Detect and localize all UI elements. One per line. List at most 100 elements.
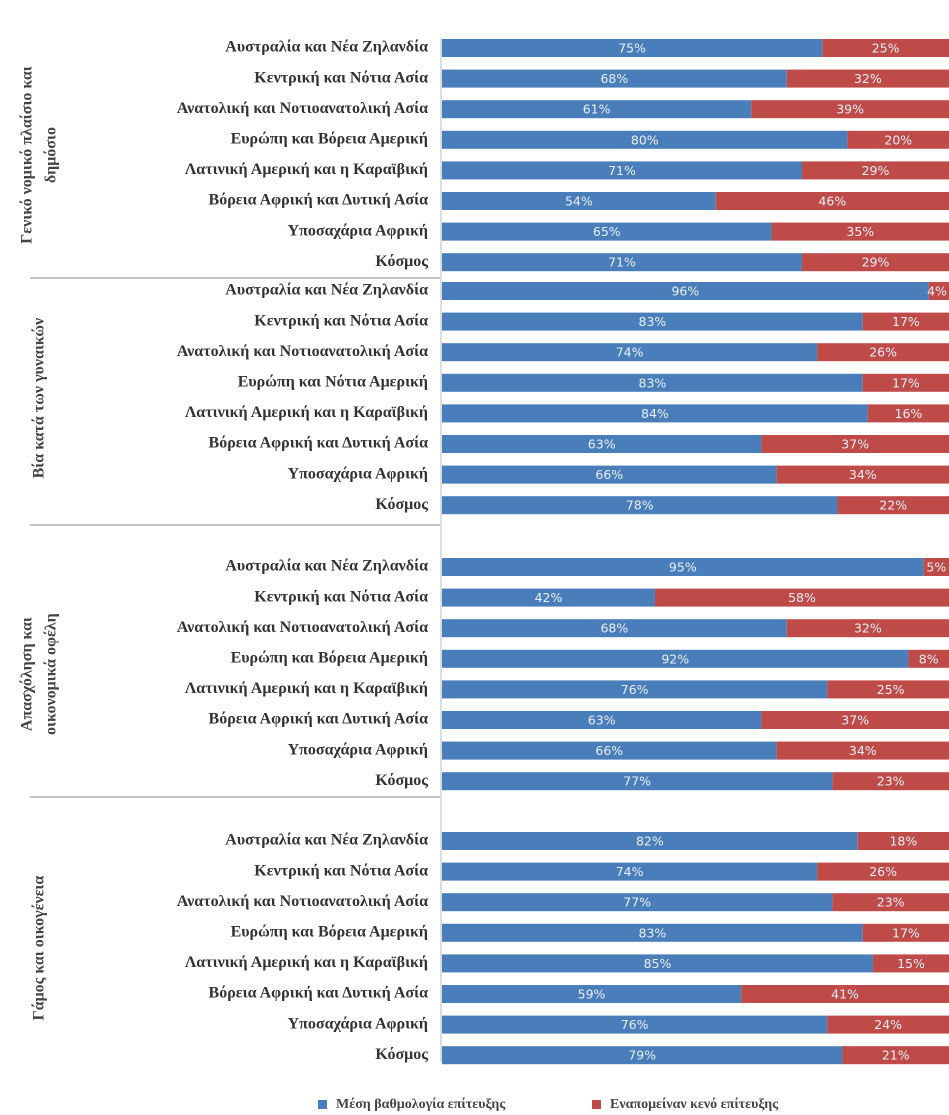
value-label: 25% — [877, 682, 905, 697]
category-label: Κεντρική και Νότια Ασία — [254, 69, 428, 86]
bar-segment — [442, 343, 818, 362]
bar-segment — [771, 222, 949, 241]
bar-segment — [442, 772, 833, 791]
value-label: 96% — [671, 284, 699, 299]
category-label: Βόρεια Αφρική και Δυτική Ασία — [209, 192, 429, 209]
value-label: 77% — [623, 774, 651, 789]
category-label: Λατινική Αμερική και η Καραϊβική — [185, 954, 428, 971]
bar-segment — [442, 832, 858, 850]
value-label: 29% — [862, 163, 890, 178]
bar-segment — [928, 282, 949, 300]
value-label: 84% — [641, 406, 669, 421]
value-label: 76% — [621, 682, 649, 697]
value-label: 66% — [595, 467, 623, 482]
value-label: 59% — [578, 987, 606, 1002]
group-label: δημόσιο — [43, 127, 60, 183]
category-label: Υποσαχάρια Αφρική — [288, 741, 428, 758]
value-label: 75% — [618, 41, 646, 56]
value-label: 74% — [616, 345, 644, 360]
bar-segment — [442, 465, 777, 484]
category-label: Υποσαχάρια Αφρική — [288, 465, 428, 482]
bar-segment — [442, 69, 787, 88]
value-label: 74% — [616, 864, 644, 879]
bar-segment — [741, 985, 949, 1003]
group-label: οικονομικά οφέλη — [43, 613, 60, 735]
value-label: 17% — [892, 375, 920, 390]
bar-segment — [442, 100, 752, 119]
category-label: Λατινική Αμερική και η Καραϊβική — [185, 161, 428, 178]
value-label: 26% — [869, 345, 897, 360]
legend-swatch — [592, 1100, 601, 1109]
category-label: Κεντρική και Νότια Ασία — [254, 312, 428, 329]
bar-segment — [837, 496, 949, 515]
value-label: 85% — [644, 956, 672, 971]
bar-segment — [442, 588, 655, 607]
value-label: 83% — [639, 375, 667, 390]
bar-segment — [842, 1046, 949, 1065]
value-label: 29% — [862, 255, 890, 270]
value-label: 61% — [583, 102, 611, 117]
bar-segment — [442, 222, 772, 241]
category-label: Ευρώπη και Νότια Αμερική — [238, 373, 428, 390]
value-label: 39% — [836, 102, 864, 117]
category-label: Υποσαχάρια Αφρική — [288, 222, 428, 239]
bar-segment — [751, 100, 949, 119]
value-label: 25% — [872, 41, 900, 56]
bar-segment — [786, 69, 949, 88]
category-label: Ανατολική και Νοτιοανατολική Ασία — [177, 343, 428, 360]
bar-segment — [442, 649, 909, 668]
value-label: 23% — [877, 774, 905, 789]
value-label: 68% — [600, 71, 628, 86]
value-label: 21% — [882, 1048, 910, 1063]
bar-segment — [442, 1015, 828, 1034]
value-label: 41% — [831, 987, 859, 1002]
value-label: 17% — [892, 314, 920, 329]
value-label: 4% — [927, 284, 947, 299]
value-label: 58% — [788, 590, 816, 605]
bar-segment — [761, 711, 949, 729]
value-label: 20% — [884, 132, 912, 147]
value-label: 66% — [595, 743, 623, 758]
value-label: 26% — [869, 864, 897, 879]
value-label: 15% — [897, 956, 925, 971]
category-label: Λατινική Αμερική και η Καραϊβική — [185, 404, 428, 421]
value-label: 83% — [639, 314, 667, 329]
value-label: 83% — [639, 925, 667, 940]
value-label: 77% — [623, 895, 651, 910]
category-label: Ανατολική και Νοτιοανατολική Ασία — [177, 619, 428, 636]
legend-swatch — [318, 1100, 327, 1109]
bar-segment — [442, 558, 924, 576]
group-label: Βία κατά των γυναικών — [31, 318, 48, 479]
bar-segment — [862, 923, 949, 942]
value-label: 76% — [621, 1017, 649, 1032]
value-label: 32% — [854, 621, 882, 636]
bar-segment — [776, 741, 949, 760]
bar-segment — [442, 161, 802, 180]
category-label: Λατινική Αμερική και η Καραϊβική — [185, 680, 428, 697]
bar-segment — [442, 923, 863, 942]
category-label: Κόσμος — [375, 1046, 428, 1063]
bar-segment — [442, 312, 863, 331]
value-label: 16% — [895, 406, 923, 421]
group-label: Γάμος και οικογένεια — [31, 876, 48, 1021]
bar-segment — [442, 282, 929, 300]
value-label: 42% — [535, 590, 563, 605]
value-label: 63% — [588, 437, 616, 452]
category-label: Κεντρική και Νότια Ασία — [254, 588, 428, 605]
category-label: Ευρώπη και Βόρεια Αμερική — [231, 649, 428, 666]
bar-segment — [872, 954, 949, 973]
bar-segment — [442, 192, 716, 210]
bar-segment — [776, 465, 949, 484]
bar-segment — [817, 862, 949, 881]
bar-segment — [908, 649, 949, 668]
value-label: 23% — [877, 895, 905, 910]
value-label: 65% — [593, 224, 621, 239]
category-label: Ευρώπη και Βόρεια Αμερική — [231, 130, 428, 147]
category-label: Αυστραλία και Νέα Ζηλανδία — [225, 282, 428, 299]
bar-segment — [654, 588, 949, 607]
group-label: Γενικό νομικό πλαίσιο και — [19, 66, 36, 244]
value-label: 37% — [841, 437, 869, 452]
bar-segment — [761, 435, 949, 453]
value-label: 8% — [919, 651, 939, 666]
